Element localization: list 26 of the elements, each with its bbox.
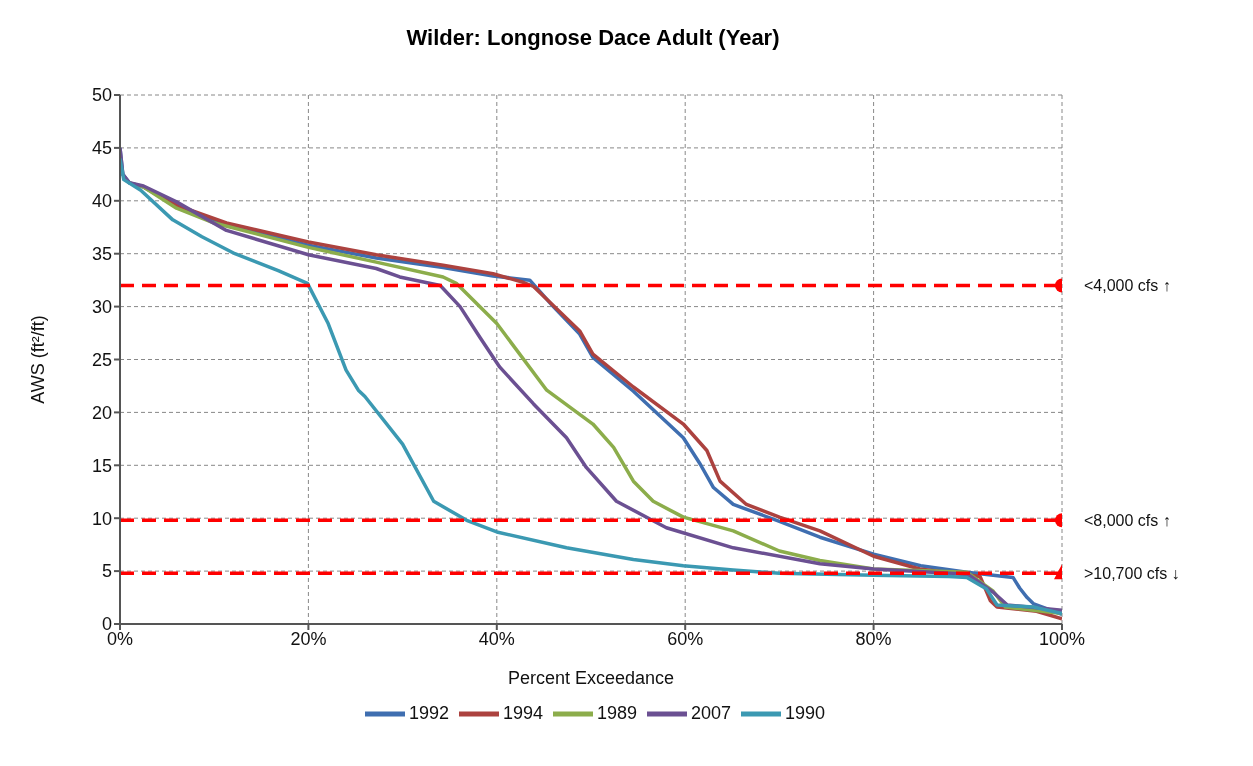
x-tick-label: 80% [855, 628, 892, 649]
y-tick-label: 15 [91, 455, 112, 476]
legend-label: 2007 [691, 702, 732, 723]
x-tick-label: 60% [667, 628, 704, 649]
ref-line-label: <8,000 cfs ↑ [1084, 512, 1171, 529]
y-tick-label: 40 [91, 191, 112, 212]
y-axis-title: AWS (ft²/ft) [28, 315, 49, 404]
y-tick-label: 5 [101, 561, 112, 582]
ref-line-label: <4,000 cfs ↑ [1084, 277, 1171, 295]
legend-label: 1989 [596, 702, 638, 723]
y-tick-label: 35 [91, 244, 112, 265]
legend-label: 1990 [785, 702, 826, 723]
legend-label: 1994 [502, 702, 543, 723]
ref-line-label: >10,700 cfs ↓ [1084, 564, 1180, 582]
y-tick-label: 50 [91, 85, 112, 106]
y-tick-label: 20 [91, 402, 112, 423]
x-tick-label: 20% [290, 628, 327, 649]
x-tick-label: 40% [478, 628, 515, 649]
y-tick-label: 25 [91, 349, 112, 370]
chart-title: Wilder: Longnose Dace Adult (Year) [406, 25, 780, 51]
y-tick-label: 10 [91, 508, 112, 529]
x-tick-label: 100% [1038, 628, 1086, 649]
y-tick-label: 30 [91, 296, 112, 317]
x-axis-title: Percent Exceedance [507, 668, 675, 688]
legend-label: 1992 [408, 702, 449, 723]
y-tick-label: 45 [91, 138, 112, 159]
